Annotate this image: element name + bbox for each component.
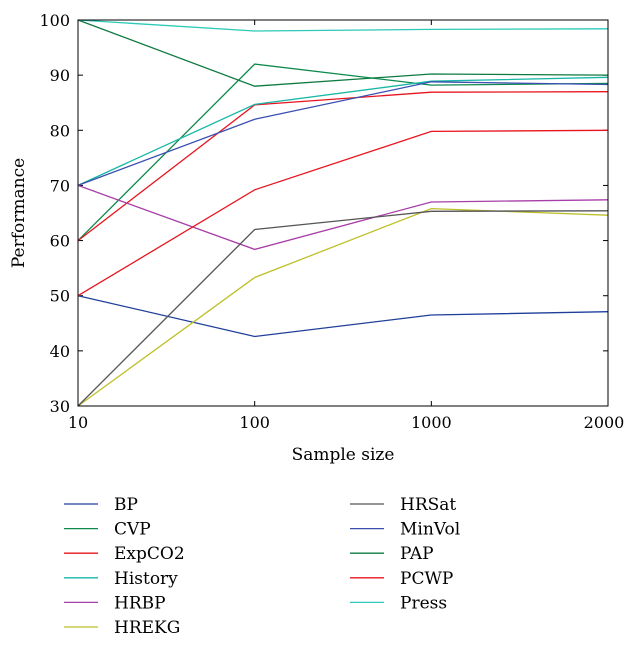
y-axis-label: Performance xyxy=(9,158,29,268)
legend-item: MinVol xyxy=(350,520,460,540)
legend-label: HRSat xyxy=(400,495,456,515)
series-line-hrsat xyxy=(77,210,609,407)
y-tick-label: 60 xyxy=(50,232,70,251)
y-tick-label: 30 xyxy=(50,397,70,416)
legend: BP CVP ExpCO2 History HRBP HREKG HRSat MinVol PA… xyxy=(64,495,460,638)
legend-item: Press xyxy=(350,593,447,613)
x-axis-label: Sample size xyxy=(292,445,395,465)
plot-frame xyxy=(77,19,609,407)
legend-label: HREKG xyxy=(114,618,180,638)
legend-label: HRBP xyxy=(114,593,166,613)
y-tick-label: 80 xyxy=(50,121,70,140)
legend-label: Press xyxy=(400,593,447,613)
legend-label: ExpCO2 xyxy=(114,544,185,564)
legend-label: PCWP xyxy=(400,569,453,589)
legend-item: PAP xyxy=(350,544,434,564)
legend-label: BP xyxy=(114,495,138,515)
series-line-minvol xyxy=(77,81,609,187)
series-line-pcwp xyxy=(77,129,609,297)
x-tick-label: 1000 xyxy=(411,413,452,432)
y-tick-label: 90 xyxy=(50,66,70,85)
x-tick-label: 2000 xyxy=(584,413,625,432)
y-tick-label: 40 xyxy=(50,342,70,361)
legend-item: HRBP xyxy=(64,593,166,613)
legend-label: PAP xyxy=(400,544,434,564)
legend-label: MinVol xyxy=(400,520,460,540)
legend-item: ExpCO2 xyxy=(64,544,185,564)
y-tick-label: 50 xyxy=(50,287,70,306)
y-tick-label: 100 xyxy=(39,11,70,30)
legend-item: History xyxy=(64,569,178,589)
legend-item: CVP xyxy=(64,520,151,540)
legend-label: CVP xyxy=(114,520,151,540)
legend-item: HRSat xyxy=(350,495,456,515)
series-layer xyxy=(77,19,609,407)
tick-layer: 30 40 50 60 70 80 90 100 10 100 1000 2000 xyxy=(39,11,624,432)
series-line-hrbp xyxy=(77,184,609,251)
legend-item: BP xyxy=(64,495,138,515)
x-tick-label: 100 xyxy=(239,413,270,432)
legend-label: History xyxy=(114,569,178,589)
series-line-history xyxy=(77,76,609,186)
series-line-expco2 xyxy=(77,91,609,242)
series-line-bp xyxy=(77,295,609,338)
legend-item: HREKG xyxy=(64,618,180,638)
x-tick-label: 10 xyxy=(68,413,88,432)
series-line-press xyxy=(77,19,609,32)
series-line-pap xyxy=(77,19,609,87)
y-tick-label: 70 xyxy=(50,176,70,195)
legend-item: PCWP xyxy=(350,569,453,589)
series-line-hrekg xyxy=(77,207,609,407)
